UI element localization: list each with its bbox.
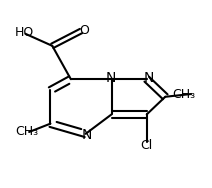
Text: HO: HO	[15, 26, 34, 39]
Text: N: N	[105, 71, 116, 85]
Text: CH₃: CH₃	[16, 125, 39, 139]
Text: O: O	[79, 24, 89, 37]
Text: N: N	[81, 128, 92, 142]
Text: Cl: Cl	[141, 139, 153, 152]
Text: CH₃: CH₃	[172, 87, 195, 101]
Text: N: N	[143, 71, 154, 85]
